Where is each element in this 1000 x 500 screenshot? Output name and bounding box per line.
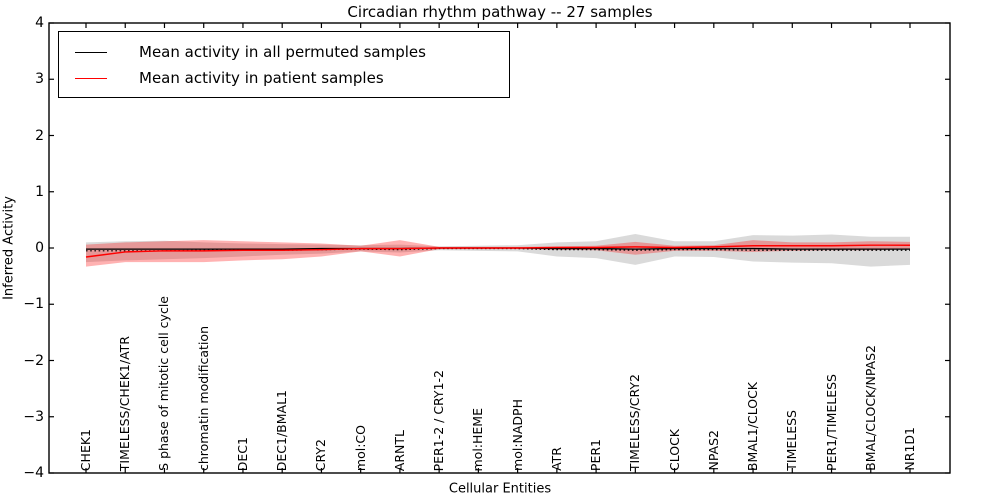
x-tick-label: ATR: [548, 447, 564, 471]
legend-label-patient: Mean activity in patient samples: [139, 69, 384, 87]
legend-line-black: [75, 51, 107, 53]
x-tick-label: CLOCK: [666, 428, 682, 471]
x-tick-label: CRY2: [313, 438, 329, 471]
x-tick-label: PER1/TIMELESS: [823, 373, 839, 471]
x-tick-label: PER1-2 / CRY1-2: [431, 369, 447, 471]
legend-box: Mean activity in all permuted samples Me…: [58, 31, 510, 98]
x-tick-label: CHEK1: [78, 428, 93, 471]
x-tick-label: mol:NADPH: [509, 399, 525, 471]
x-tick-label: DEC1/BMAL1: [274, 389, 290, 471]
legend-entry-permuted: Mean activity in all permuted samples: [59, 39, 509, 65]
x-tick-label: mol:CO: [352, 424, 368, 471]
series-line-solid: [85, 244, 910, 258]
x-tick-label: DEC1: [234, 436, 250, 471]
y-tick-label: 0: [35, 240, 44, 256]
x-tick-label: S phase of mitotic cell cycle: [156, 296, 172, 471]
x-tick-label: TIMELESS/CHEK1/ATR: [117, 335, 133, 471]
y-tick-label: 4: [35, 15, 44, 31]
x-tick-label: TIMELESS/CRY2: [627, 373, 643, 471]
x-tick-label: TIMELESS: [784, 410, 800, 471]
x-tick-label: chromatin modification: [195, 326, 211, 471]
legend-line-red: [75, 77, 107, 79]
x-tick-label: ARNTL: [391, 429, 407, 471]
legend-entry-patient: Mean activity in patient samples: [59, 65, 509, 91]
y-tick-label: −2: [23, 352, 44, 369]
x-tick-label: NPAS2: [705, 430, 721, 471]
x-tick-label: mol:HEME: [470, 407, 486, 472]
permuted-confidence-band: [86, 233, 910, 267]
x-tick-label: PER1: [588, 438, 604, 471]
x-axis-label: Cellular Entities: [448, 481, 552, 497]
y-tick-label: −3: [23, 408, 44, 425]
x-tick-label: BMAL1/CLOCK: [745, 381, 761, 471]
x-tick-label: BMAL/CLOCK/NPAS2: [862, 345, 878, 471]
y-tick-label: 1: [35, 183, 44, 200]
y-tick-label: −4: [23, 465, 44, 481]
y-tick-label: −1: [23, 296, 44, 313]
chart-title: Circadian rhythm pathway -- 27 samples: [347, 3, 653, 21]
legend-label-permuted: Mean activity in all permuted samples: [139, 43, 426, 61]
y-tick-label: 3: [35, 71, 44, 88]
y-tick-label: 2: [35, 127, 44, 144]
x-tick-label: NR1D1: [902, 427, 917, 471]
